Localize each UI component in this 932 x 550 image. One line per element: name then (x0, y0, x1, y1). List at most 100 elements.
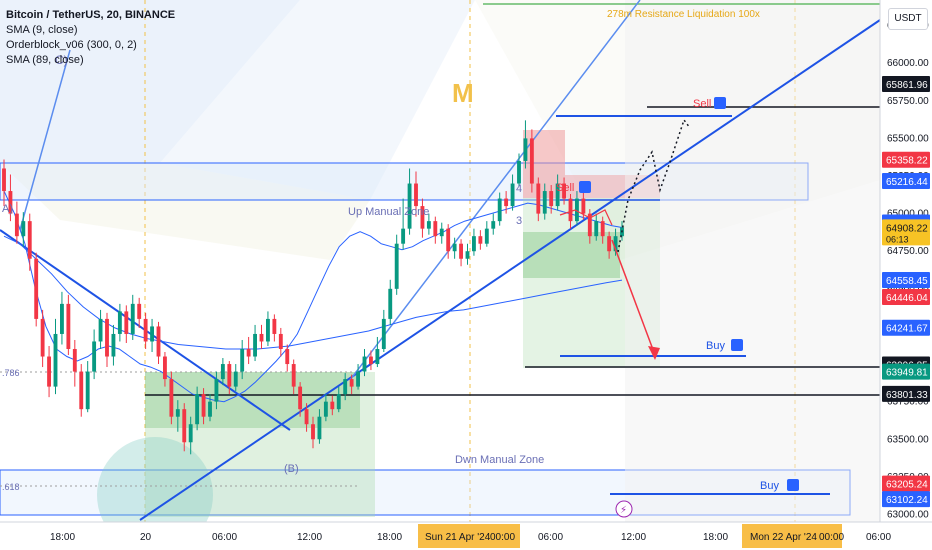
candle[interactable] (298, 382, 303, 417)
candle[interactable] (40, 309, 45, 368)
candle[interactable] (478, 230, 483, 250)
candle[interactable] (349, 374, 354, 395)
candle[interactable] (343, 373, 348, 401)
candle[interactable] (517, 153, 521, 187)
candle[interactable] (536, 177, 541, 222)
candle[interactable] (220, 358, 225, 386)
candle[interactable] (66, 294, 71, 356)
candle[interactable] (388, 279, 393, 325)
candle[interactable] (369, 350, 373, 371)
candle[interactable] (130, 294, 135, 340)
candle[interactable] (401, 198, 406, 250)
candle[interactable] (175, 400, 180, 432)
candle[interactable] (105, 312, 109, 368)
signal-icons[interactable]: ⚡ (579, 97, 799, 518)
candle[interactable] (14, 201, 19, 244)
candle[interactable] (195, 386, 200, 431)
candle[interactable] (188, 416, 193, 455)
candles[interactable] (2, 120, 624, 455)
candle[interactable] (291, 359, 296, 395)
candle[interactable] (240, 339, 245, 380)
candle[interactable] (575, 191, 579, 226)
candle[interactable] (555, 174, 560, 211)
candle[interactable] (304, 403, 309, 432)
candle[interactable] (253, 324, 257, 362)
candle[interactable] (562, 177, 566, 205)
candle[interactable] (156, 321, 161, 365)
candle[interactable] (459, 239, 463, 267)
candle[interactable] (98, 309, 103, 350)
candle[interactable] (317, 409, 322, 444)
candle[interactable] (311, 416, 315, 449)
candle[interactable] (472, 228, 476, 256)
candle[interactable] (484, 221, 489, 247)
candle[interactable] (433, 216, 438, 244)
candle[interactable] (323, 394, 328, 422)
candle[interactable] (394, 234, 399, 295)
candle[interactable] (2, 159, 6, 207)
candle[interactable] (34, 252, 39, 327)
candle[interactable] (137, 297, 142, 328)
candle[interactable] (169, 371, 174, 425)
candle[interactable] (8, 174, 13, 222)
candle[interactable] (549, 185, 554, 214)
candle[interactable] (27, 213, 32, 271)
candle[interactable] (143, 312, 148, 350)
time-axis[interactable]: 18:00 20 06:00 12:00 18:00 Sun 21 Apr '24 00:0… (0, 521, 932, 550)
candle[interactable] (542, 183, 547, 220)
candle[interactable] (79, 364, 84, 417)
candle[interactable] (214, 371, 219, 410)
candle[interactable] (201, 388, 206, 425)
candle[interactable] (208, 394, 212, 422)
candle[interactable] (375, 336, 380, 368)
candle[interactable] (452, 237, 457, 259)
candle[interactable] (600, 216, 605, 244)
candle[interactable] (497, 192, 502, 226)
candle[interactable] (465, 243, 470, 265)
candle[interactable] (278, 327, 283, 357)
price-axis[interactable]: 63000.0063250.0063500.0063750.0064000.00… (879, 0, 932, 550)
candle[interactable] (227, 361, 232, 395)
candle[interactable] (414, 171, 418, 217)
candle[interactable] (60, 291, 64, 345)
candle[interactable] (587, 209, 592, 244)
candle[interactable] (117, 303, 122, 342)
candle-body (317, 416, 322, 440)
candle[interactable] (85, 361, 90, 413)
candle[interactable] (420, 198, 425, 238)
candle[interactable] (504, 191, 509, 214)
candle[interactable] (381, 309, 386, 353)
candle[interactable] (150, 318, 154, 353)
candle[interactable] (362, 349, 367, 377)
candle[interactable] (529, 129, 534, 193)
candle[interactable] (607, 231, 612, 259)
candle[interactable] (439, 222, 444, 244)
candle[interactable] (330, 395, 335, 416)
candle[interactable] (92, 329, 97, 380)
candle[interactable] (72, 339, 77, 387)
candle[interactable] (510, 174, 515, 211)
candle[interactable] (594, 213, 599, 241)
candle[interactable] (47, 345, 51, 398)
candle[interactable] (163, 352, 167, 387)
candle[interactable] (124, 305, 129, 343)
candle[interactable] (336, 386, 341, 413)
candle[interactable] (491, 213, 496, 235)
candle[interactable] (21, 212, 26, 247)
candle[interactable] (446, 224, 451, 259)
candle[interactable] (182, 403, 187, 452)
candle[interactable] (246, 336, 251, 365)
candle[interactable] (356, 364, 360, 390)
candle[interactable] (523, 120, 528, 169)
candle[interactable] (53, 318, 58, 395)
candle[interactable] (111, 324, 116, 366)
currency-button[interactable]: USDT (888, 8, 928, 30)
candle[interactable] (233, 364, 238, 392)
candle[interactable] (272, 314, 277, 342)
candle[interactable] (285, 344, 290, 372)
candle[interactable] (266, 311, 270, 346)
candle[interactable] (259, 324, 264, 350)
candle[interactable] (426, 213, 431, 235)
candle[interactable] (407, 168, 412, 235)
